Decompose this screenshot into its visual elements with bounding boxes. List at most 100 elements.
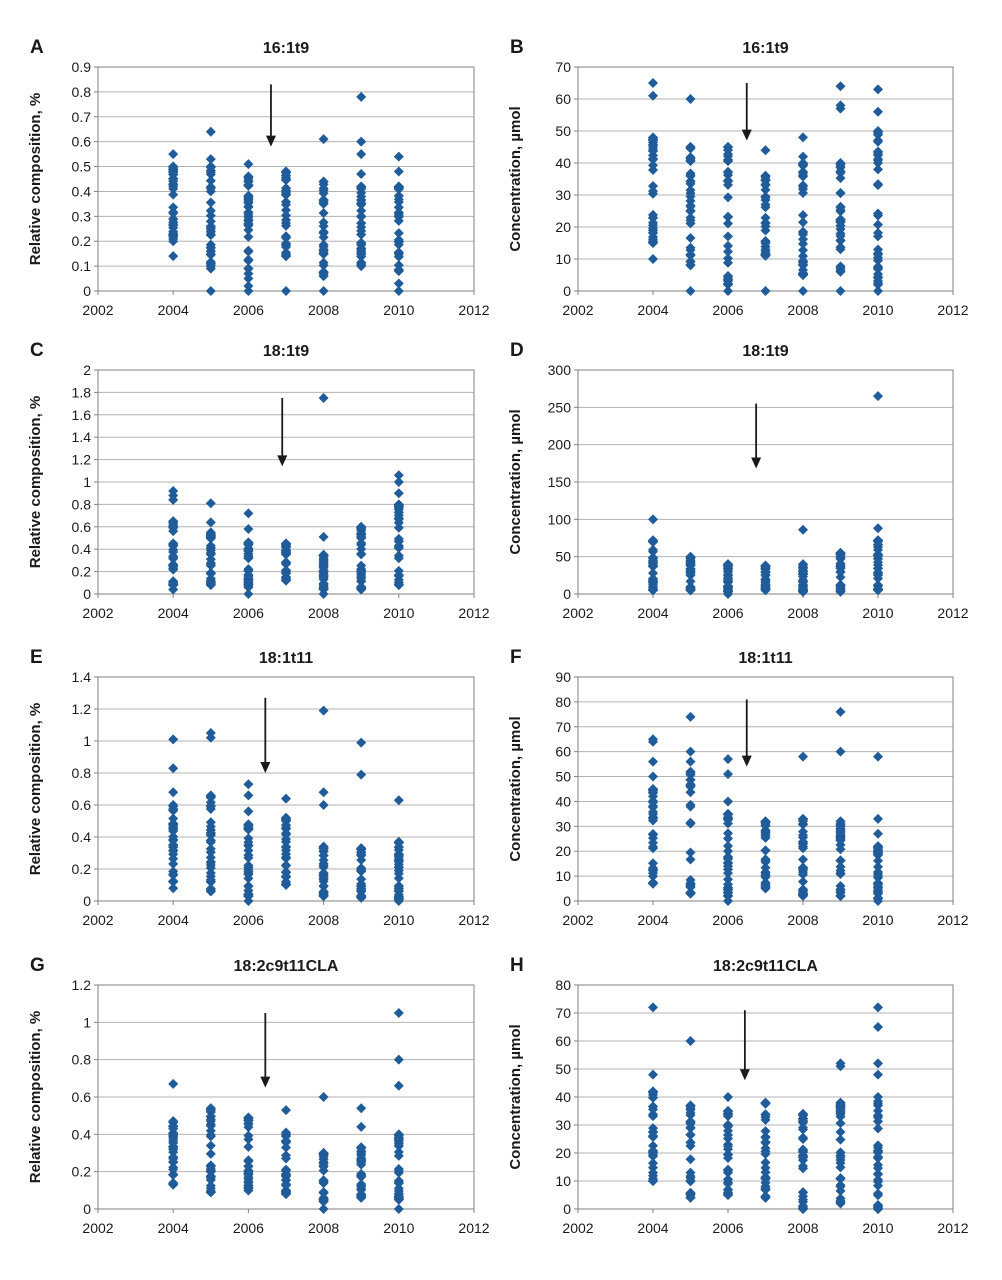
data-point (835, 1111, 846, 1122)
data-point (723, 211, 733, 222)
data-point (243, 246, 254, 257)
data-point (798, 867, 808, 878)
data-point (873, 1002, 883, 1013)
data-point (281, 820, 291, 831)
data-point (798, 256, 808, 267)
data-point (648, 153, 658, 164)
data-point (205, 824, 216, 835)
y-tick-label: 0.4 (72, 541, 92, 557)
data-point (356, 181, 367, 192)
data-point (873, 208, 883, 219)
data-point (685, 569, 696, 580)
y-tick-label: 50 (555, 549, 571, 565)
y-tick-label: 1.4 (72, 669, 92, 685)
data-point (835, 158, 846, 168)
data-point (356, 584, 367, 595)
data-point (393, 1008, 404, 1018)
data-point (798, 568, 808, 579)
y-tick-label: 0.4 (72, 183, 92, 199)
data-point (873, 1159, 883, 1170)
data-point (835, 1173, 846, 1184)
data-point (393, 470, 404, 481)
data-point (205, 286, 216, 296)
x-tick-label: 2010 (383, 912, 414, 928)
x-tick-label: 2008 (308, 605, 339, 621)
data-point (723, 218, 733, 229)
x-tick-label: 2006 (712, 302, 743, 318)
data-point (685, 1172, 696, 1183)
data-point (648, 546, 658, 557)
chart-panel-e: 0 0.2 0.4 0.6 0.8 1 1.2 1.4 2002 2004 2006 2008 2010… (27, 647, 490, 928)
data-point (168, 818, 179, 829)
data-point (798, 1108, 808, 1119)
data-point (168, 1141, 179, 1152)
y-tick-label: 90 (555, 669, 571, 685)
data-point (205, 197, 216, 208)
arrow-head (741, 755, 752, 767)
chart-title: 18:1t9 (263, 343, 309, 360)
panel-letter: H (510, 955, 524, 976)
data-point (318, 891, 329, 902)
data-point (356, 1152, 367, 1163)
data-point (760, 1162, 771, 1173)
data-point (168, 876, 179, 887)
data-point (205, 263, 216, 274)
data-point (873, 255, 883, 266)
data-point (318, 565, 329, 576)
data-point (318, 176, 329, 187)
data-point (835, 1181, 846, 1192)
y-tick-label: 0.2 (72, 1164, 92, 1180)
data-point (760, 202, 771, 213)
data-point (318, 841, 329, 852)
data-point (685, 746, 696, 757)
data-point (168, 826, 179, 837)
data-point (873, 279, 883, 290)
y-tick-label: 30 (555, 1117, 571, 1133)
data-point (760, 867, 771, 878)
y-tick-label: 40 (555, 155, 571, 171)
data-point (648, 146, 658, 157)
data-point (798, 245, 808, 256)
data-point (168, 149, 179, 160)
data-point (835, 816, 846, 827)
data-point (281, 538, 291, 549)
y-tick-label: 0.3 (72, 208, 92, 224)
data-point (723, 1106, 733, 1116)
y-tick-label: 0 (83, 1201, 91, 1217)
data-point (723, 559, 733, 570)
data-point (243, 819, 254, 830)
data-point (168, 584, 179, 595)
data-point (760, 1177, 771, 1188)
data-point (356, 1121, 367, 1132)
data-point (873, 84, 883, 95)
data-point (723, 1092, 733, 1102)
x-tick-label: 2004 (158, 605, 189, 621)
data-point (393, 1140, 404, 1151)
x-tick-label: 2008 (308, 1220, 339, 1236)
data-point (281, 232, 291, 243)
data-point (835, 81, 846, 92)
data-point (393, 477, 404, 487)
data-point (393, 517, 404, 528)
data-point (205, 886, 216, 897)
data-point (168, 1121, 179, 1132)
y-axis-label: Concentration, µmol (507, 1024, 524, 1169)
data-point (393, 499, 404, 510)
data-point (281, 828, 291, 839)
data-point (356, 1192, 367, 1203)
data-point (318, 557, 329, 568)
data-point (873, 848, 883, 859)
data-point (281, 1189, 291, 1200)
x-tick-label: 2010 (383, 1220, 414, 1236)
x-tick-label: 2012 (458, 605, 489, 621)
data-point (393, 1054, 404, 1065)
data-point (648, 843, 658, 854)
data-point (685, 1137, 696, 1148)
data-point (873, 1058, 883, 1069)
data-point (835, 547, 846, 558)
data-point (760, 1131, 771, 1142)
data-point (243, 565, 254, 576)
x-tick-label: 2002 (82, 1220, 113, 1236)
data-point (243, 159, 254, 170)
data-point (685, 799, 696, 810)
